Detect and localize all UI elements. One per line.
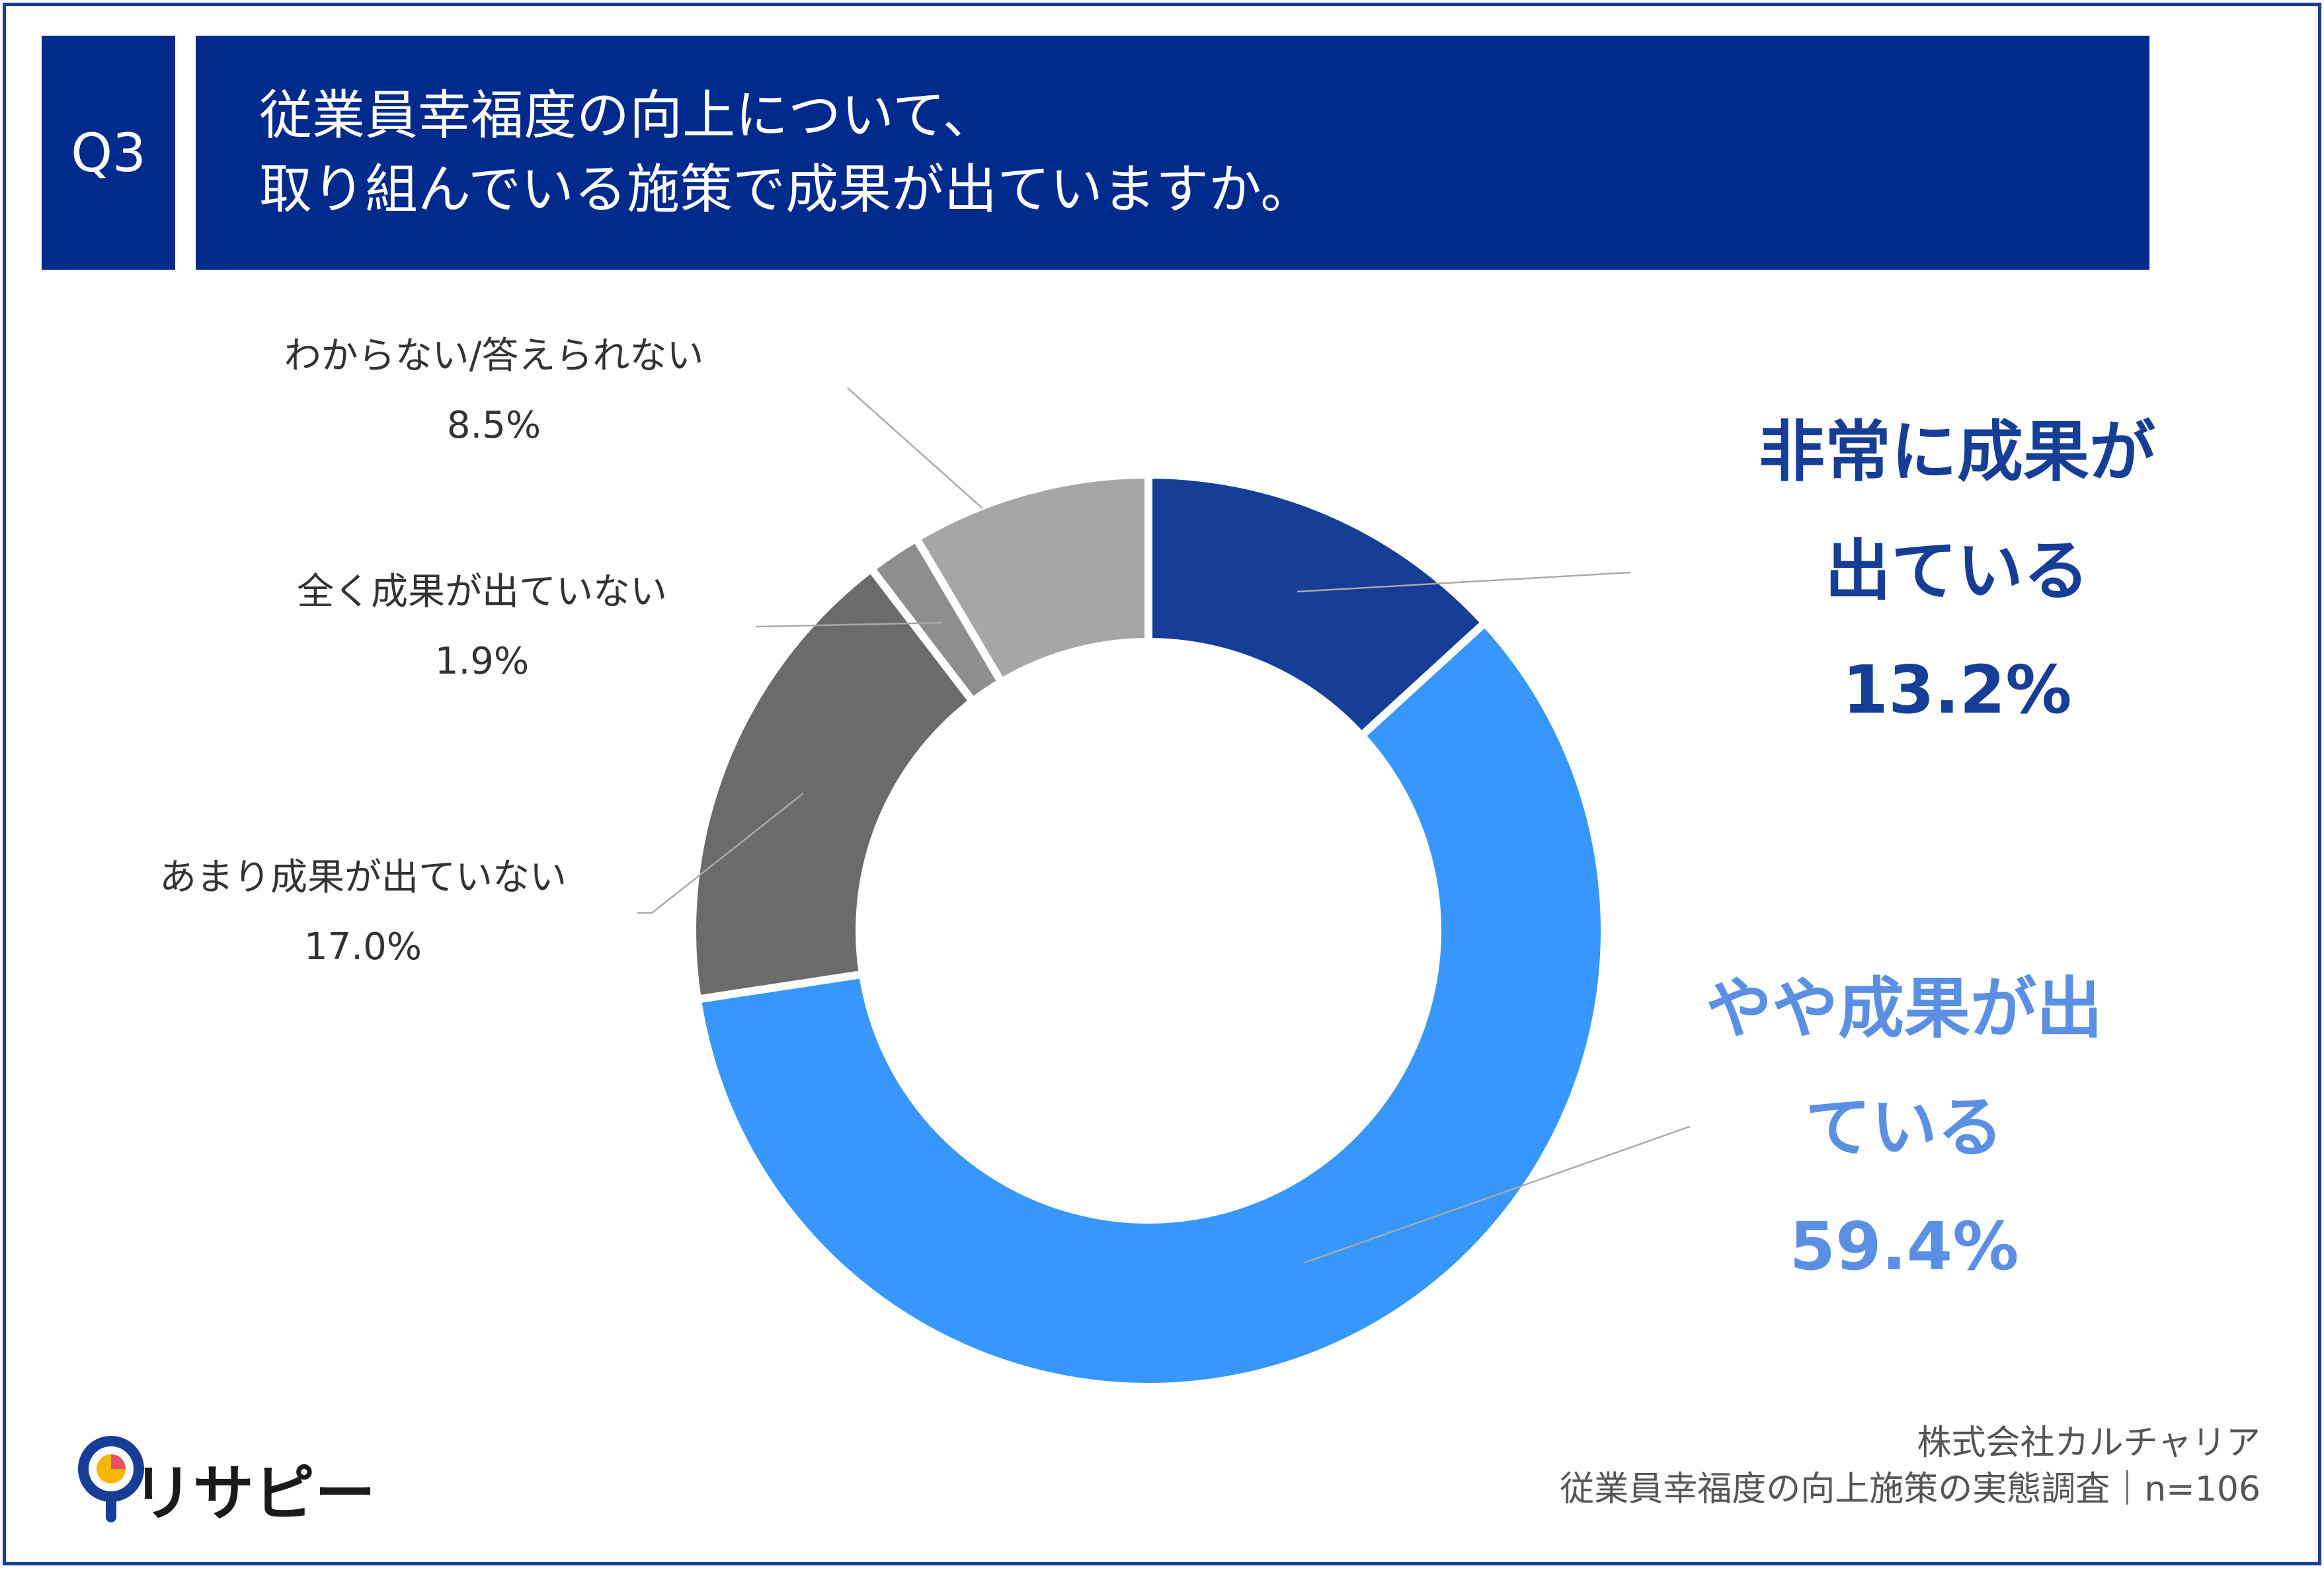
value-label: 1.9% bbox=[434, 640, 530, 683]
logo-icon bbox=[78, 1436, 144, 1522]
donut-segment bbox=[692, 617, 1609, 1391]
leader-line bbox=[1304, 1125, 1691, 1264]
leader-line bbox=[1297, 571, 1631, 593]
source: 株式会社カルチャリア 従業員幸福度の向上施策の実態調査｜n=106 bbox=[1560, 1420, 2261, 1513]
category-label: あまり成果が出ていない bbox=[159, 856, 567, 899]
slice-label: あまり成果が出ていない 17.0% bbox=[159, 843, 567, 982]
question-badge: Q3 bbox=[42, 36, 175, 270]
donut-segment bbox=[1144, 470, 1491, 742]
donut-segment bbox=[688, 563, 979, 1004]
title-line: 取り組んでいる施策で成果が出ていますか。 bbox=[259, 159, 1314, 220]
frame bbox=[3, 3, 2321, 1565]
value-label: 13.2% bbox=[1842, 651, 2072, 728]
title-box: 従業員幸福度の向上について、 取り組んでいる施策で成果が出ていますか。 bbox=[196, 36, 2149, 270]
leader-line bbox=[637, 793, 804, 914]
source-line: 株式会社カルチャリア bbox=[1917, 1423, 2261, 1463]
source-line: 従業員幸福度の向上施策の実態調査｜n=106 bbox=[1560, 1470, 2261, 1509]
value-label: 8.5% bbox=[446, 404, 541, 447]
category-label: やや成果が出ている bbox=[1706, 970, 2103, 1166]
category-label: 非常に成果が出ている bbox=[1759, 413, 2155, 609]
title-line: 従業員幸福度の向上について、 bbox=[259, 85, 996, 146]
category-label: わからない/答えられない bbox=[284, 334, 704, 377]
donut-segment bbox=[910, 470, 1152, 688]
leader-line bbox=[847, 387, 983, 509]
leader-line bbox=[755, 621, 942, 628]
slice-label: やや成果が出ている 59.4% bbox=[1693, 949, 2116, 1306]
category-label: 全く成果が出ていない bbox=[297, 570, 667, 613]
slice-label: 全く成果が出ていない 1.9% bbox=[297, 557, 667, 696]
value-label: 59.4% bbox=[1789, 1208, 2019, 1285]
logo: リサピー bbox=[132, 1458, 376, 1529]
slice-label: わからない/答えられない 8.5% bbox=[284, 321, 704, 460]
value-label: 17.0% bbox=[304, 925, 422, 968]
slice-label: 非常に成果が出ている 13.2% bbox=[1745, 393, 2169, 750]
